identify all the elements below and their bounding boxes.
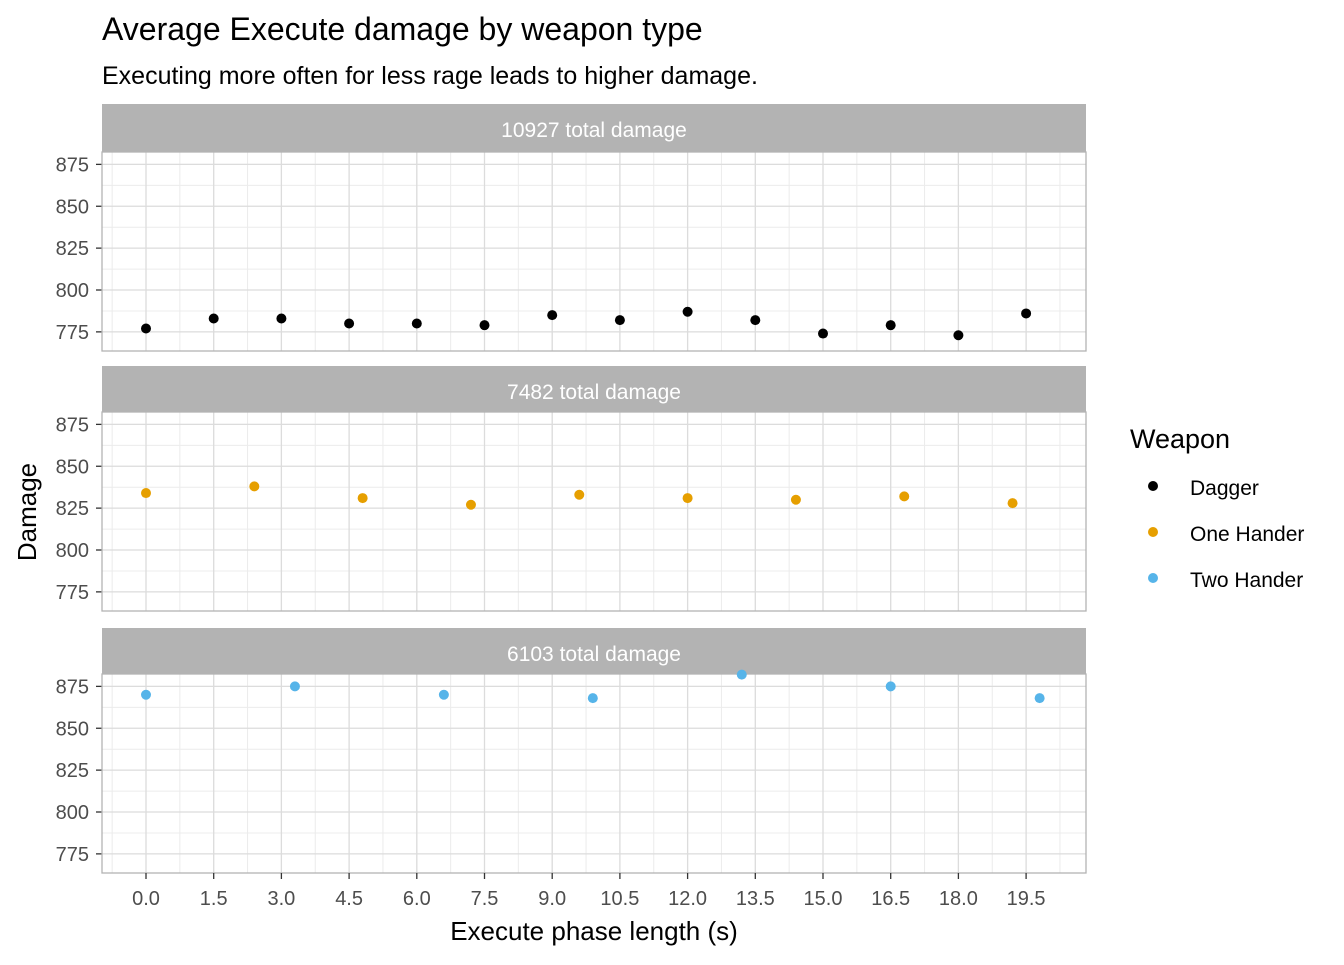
data-point-dagger: [208, 313, 219, 324]
y-tick-label: 875: [56, 676, 89, 698]
data-point-two-hander: [289, 681, 300, 692]
data-point-one-hander: [465, 499, 476, 510]
data-point-one-hander: [790, 494, 801, 505]
facet-strip-label: 10927 total damage: [501, 119, 687, 142]
y-tick-label: 800: [56, 802, 89, 824]
legend-label: One Hander: [1190, 523, 1304, 546]
data-point-dagger: [479, 320, 490, 331]
data-point-dagger: [141, 323, 151, 334]
x-tick-label: 12.0: [668, 888, 707, 910]
data-point-one-hander: [574, 489, 585, 500]
x-tick-label: 6.0: [403, 888, 431, 910]
y-tick-label: 775: [56, 582, 89, 604]
data-point-dagger: [547, 310, 558, 321]
legend-item: One Hander: [1148, 523, 1304, 546]
y-tick-label: 850: [56, 456, 89, 478]
data-point-two-hander: [438, 689, 449, 700]
legend-key: [1148, 527, 1158, 537]
legend: Dagger One Hander Two Hander: [1148, 477, 1304, 592]
panel-border: [101, 411, 1087, 612]
data-point-dagger: [614, 315, 625, 326]
x-tick-label: 7.5: [471, 888, 499, 910]
x-tick-label: 3.0: [267, 888, 295, 910]
data-point-two-hander: [885, 681, 896, 692]
x-tick-label: 13.5: [736, 888, 775, 910]
data-point-dagger: [885, 320, 896, 331]
data-point-two-hander: [736, 669, 747, 680]
panel-border: [101, 673, 1087, 874]
facet-strip: [102, 628, 1086, 674]
y-tick-label: 875: [56, 414, 89, 436]
y-tick-label: 850: [56, 718, 89, 740]
x-tick-label: 10.5: [600, 888, 639, 910]
legend-key: [1148, 481, 1158, 491]
facet-panel-3: 6103 total damage 775 800 825 850 875: [56, 628, 1087, 874]
data-point-dagger: [411, 318, 422, 329]
y-tick-label: 800: [56, 540, 89, 562]
legend-item: Dagger: [1148, 477, 1259, 500]
facet-strip: [102, 104, 1086, 152]
facet-strip: [102, 366, 1086, 412]
x-axis-label: Execute phase length (s): [450, 916, 738, 946]
x-tick-label: 0.0: [132, 888, 160, 910]
x-tick-label: 19.5: [1007, 888, 1046, 910]
facet-strip-label: 7482 total damage: [507, 381, 681, 404]
facet-strip-label: 6103 total damage: [507, 643, 681, 666]
data-point-dagger: [682, 306, 693, 317]
y-tick-label: 775: [56, 322, 89, 344]
y-axis-label: Damage: [12, 463, 42, 561]
data-point-one-hander: [357, 493, 368, 504]
data-point-one-hander: [682, 493, 693, 504]
facet-panel-1: 10927 total damage 775 800 825 850 875: [56, 104, 1087, 352]
legend-title: Weapon: [1130, 424, 1230, 454]
legend-key: [1148, 573, 1158, 583]
data-point-dagger: [953, 330, 964, 341]
x-tick-label: 16.5: [871, 888, 910, 910]
data-point-one-hander: [249, 481, 260, 492]
legend-label: Dagger: [1190, 477, 1259, 500]
y-tick-label: 825: [56, 238, 89, 260]
data-point-two-hander: [141, 689, 151, 700]
data-point-one-hander: [141, 488, 151, 499]
data-point-dagger: [276, 313, 287, 324]
data-point-one-hander: [899, 491, 910, 502]
panel-border: [101, 151, 1087, 352]
y-tick-label: 825: [56, 498, 89, 520]
y-tick-label: 825: [56, 760, 89, 782]
data-point-two-hander: [1034, 693, 1045, 704]
facet-panel-2: 7482 total damage 775 800 825 850 875: [56, 366, 1087, 612]
x-tick-label: 1.5: [200, 888, 228, 910]
data-point-dagger: [750, 315, 761, 326]
x-tick-label: 18.0: [939, 888, 978, 910]
y-tick-label: 800: [56, 280, 89, 302]
data-point-one-hander: [1007, 498, 1018, 509]
legend-label: Two Hander: [1190, 569, 1303, 592]
x-tick-label: 15.0: [804, 888, 843, 910]
data-point-dagger: [1021, 308, 1032, 319]
y-tick-label: 850: [56, 196, 89, 218]
data-point-dagger: [818, 328, 828, 339]
x-tick-label: 9.0: [538, 888, 566, 910]
legend-item: Two Hander: [1148, 569, 1303, 592]
chart-title: Average Execute damage by weapon type: [102, 11, 703, 47]
data-point-dagger: [344, 318, 355, 329]
chart-subtitle: Executing more often for less rage leads…: [102, 62, 758, 90]
y-tick-label: 875: [56, 154, 89, 176]
y-tick-label: 775: [56, 844, 89, 866]
data-point-two-hander: [587, 693, 598, 704]
x-tick-label: 4.5: [335, 888, 363, 910]
